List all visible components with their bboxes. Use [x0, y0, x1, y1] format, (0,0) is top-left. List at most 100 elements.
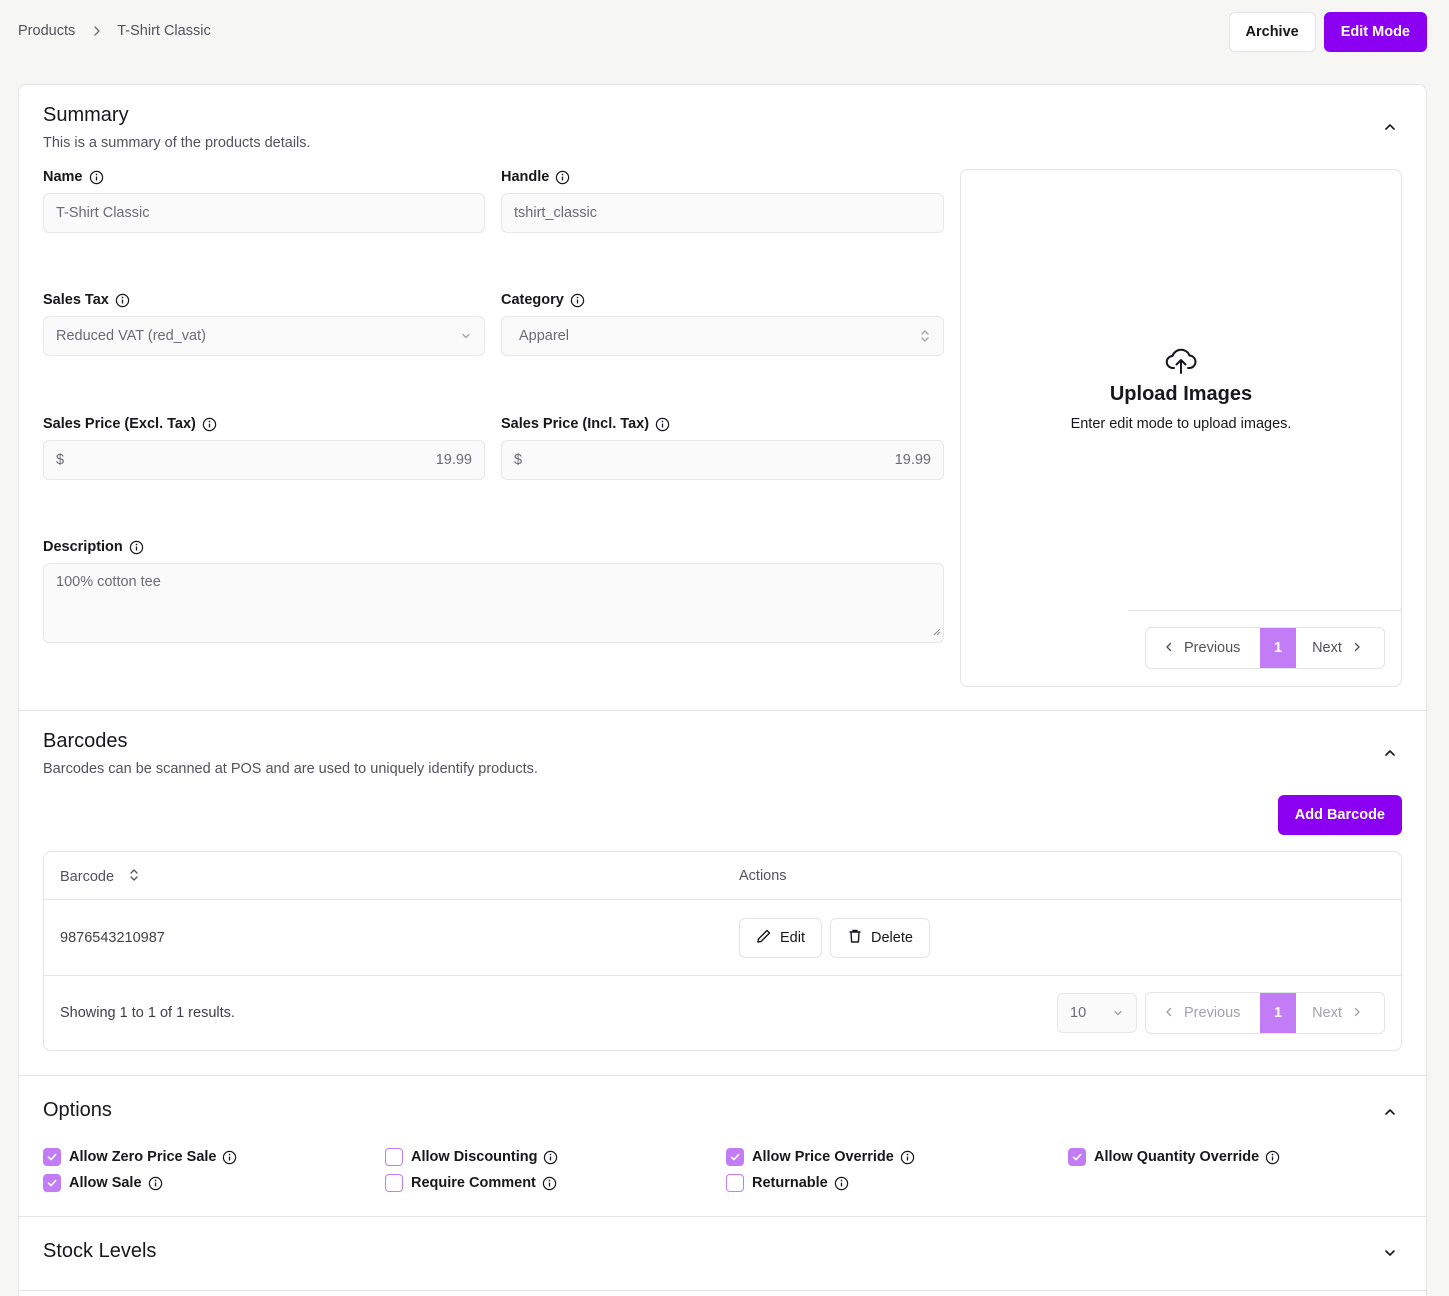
sales-tax-select[interactable]: Reduced VAT (red_vat): [43, 316, 485, 356]
upload-images-panel: Upload Images Enter edit mode to upload …: [960, 169, 1402, 687]
stock-levels-section: Stock Levels: [19, 1217, 1426, 1291]
upload-images-hint: Enter edit mode to upload images.: [1070, 416, 1292, 432]
next-label: Next: [1312, 1005, 1342, 1021]
option-label[interactable]: Returnable: [752, 1175, 828, 1191]
barcodes-title: Barcodes: [43, 730, 128, 752]
trash-icon: [847, 928, 863, 948]
delete-barcode-button[interactable]: Delete: [830, 918, 930, 958]
name-label-text: Name: [43, 169, 83, 185]
chevron-up-icon[interactable]: [1382, 1104, 1398, 1120]
info-icon[interactable]: [555, 170, 570, 185]
previous-button[interactable]: Previous: [1146, 628, 1260, 668]
info-icon[interactable]: [115, 293, 130, 308]
option-checkbox[interactable]: [43, 1148, 61, 1166]
description-textarea[interactable]: 100% cotton tee: [43, 563, 944, 643]
page-1-button[interactable]: 1: [1260, 628, 1297, 668]
product-card: Summary This is a summary of the product…: [18, 84, 1427, 1296]
chevron-up-icon[interactable]: [1382, 119, 1398, 135]
name-input[interactable]: T-Shirt Classic: [43, 193, 485, 233]
handle-input[interactable]: tshirt_classic: [501, 193, 944, 233]
options-section: Options Allow Zero Price Sale Allow Sale A…: [19, 1076, 1426, 1217]
category-label: Category: [501, 292, 585, 308]
add-barcode-button[interactable]: Add Barcode: [1277, 795, 1402, 835]
option-item: Allow Sale: [43, 1174, 163, 1192]
option-label[interactable]: Require Comment: [411, 1175, 536, 1191]
option-label[interactable]: Allow Price Override: [752, 1149, 894, 1165]
top-bar: Products T-Shirt Classic Archive Edit Mo…: [0, 0, 1449, 64]
chevron-down-icon[interactable]: [1382, 1245, 1398, 1261]
table-row: 9876543210987 Edit Delete: [44, 900, 1401, 976]
cloud-upload-icon: [1165, 346, 1197, 379]
summary-section: Summary This is a summary of the product…: [19, 85, 1426, 711]
info-icon[interactable]: [1265, 1150, 1280, 1165]
info-icon[interactable]: [542, 1176, 557, 1191]
chevron-up-icon[interactable]: [1382, 745, 1398, 761]
barcode-pagination: Previous 1 Next: [1145, 992, 1385, 1034]
option-item: Allow Quantity Override: [1068, 1148, 1280, 1166]
option-checkbox[interactable]: [726, 1148, 744, 1166]
divider: [1128, 610, 1401, 611]
option-item: Allow Price Override: [726, 1148, 915, 1166]
chevron-right-icon: [91, 25, 103, 37]
info-icon[interactable]: [129, 540, 144, 555]
barcodes-description: Barcodes can be scanned at POS and are u…: [43, 761, 538, 777]
chevron-down-icon: [1112, 1007, 1124, 1019]
option-label[interactable]: Allow Quantity Override: [1094, 1149, 1260, 1165]
info-icon[interactable]: [202, 417, 217, 432]
option-label[interactable]: Allow Sale: [69, 1175, 142, 1191]
barcodes-section: Barcodes Barcodes can be scanned at POS …: [19, 711, 1426, 1076]
archive-button[interactable]: Archive: [1228, 12, 1316, 52]
info-icon[interactable]: [655, 417, 670, 432]
chevron-down-icon: [460, 330, 472, 342]
sort-icon[interactable]: [128, 868, 140, 886]
info-icon[interactable]: [89, 170, 104, 185]
info-icon[interactable]: [222, 1150, 237, 1165]
edit-barcode-button[interactable]: Edit: [739, 918, 822, 958]
pencil-icon: [756, 928, 772, 948]
stock-levels-title: Stock Levels: [43, 1240, 157, 1262]
info-icon[interactable]: [543, 1150, 558, 1165]
currency-symbol: $: [514, 452, 523, 468]
name-value: T-Shirt Classic: [56, 205, 150, 221]
option-checkbox[interactable]: [43, 1174, 61, 1192]
next-button[interactable]: Next: [1296, 628, 1378, 668]
option-checkbox[interactable]: [385, 1174, 403, 1192]
sales-tax-label: Sales Tax: [43, 292, 130, 308]
page-size-value: 10: [1070, 1005, 1087, 1021]
category-value: Apparel: [519, 328, 569, 344]
price-incl-value: 19.99: [894, 452, 931, 468]
option-checkbox[interactable]: [1068, 1148, 1086, 1166]
page-size-select[interactable]: 10: [1057, 993, 1137, 1033]
option-item: Allow Discounting: [385, 1148, 558, 1166]
table-header: Barcode Actions: [44, 852, 1401, 900]
info-icon[interactable]: [148, 1176, 163, 1191]
results-count: Showing 1 to 1 of 1 results.: [60, 1005, 235, 1021]
previous-label: Previous: [1184, 1005, 1241, 1021]
previous-button[interactable]: Previous: [1146, 993, 1260, 1033]
info-icon[interactable]: [900, 1150, 915, 1165]
option-checkbox[interactable]: [726, 1174, 744, 1192]
breadcrumb-products-link[interactable]: Products: [18, 23, 76, 39]
table-footer: Showing 1 to 1 of 1 results. 10 Previous…: [44, 976, 1401, 1050]
barcode-column-header[interactable]: Barcode: [60, 868, 140, 886]
chevron-left-icon: [1164, 1005, 1174, 1021]
info-icon[interactable]: [570, 293, 585, 308]
option-checkbox[interactable]: [385, 1148, 403, 1166]
category-select[interactable]: Apparel: [501, 316, 944, 356]
price-excl-input[interactable]: $ 19.99: [43, 440, 485, 480]
next-label: Next: [1312, 640, 1342, 656]
info-icon[interactable]: [834, 1176, 849, 1191]
price-incl-input[interactable]: $ 19.99: [501, 440, 944, 480]
chevron-right-icon: [1352, 1005, 1362, 1021]
edit-mode-button[interactable]: Edit Mode: [1323, 12, 1427, 52]
option-label[interactable]: Allow Discounting: [411, 1149, 538, 1165]
resize-handle-icon[interactable]: [933, 624, 941, 640]
option-label[interactable]: Allow Zero Price Sale: [69, 1149, 217, 1165]
price-excl-value: 19.99: [435, 452, 472, 468]
actions-column-header: Actions: [739, 868, 787, 884]
page-1-button[interactable]: 1: [1260, 993, 1297, 1033]
price-excl-label-text: Sales Price (Excl. Tax): [43, 416, 196, 432]
option-item: Require Comment: [385, 1174, 557, 1192]
name-label: Name: [43, 169, 104, 185]
next-button[interactable]: Next: [1296, 993, 1378, 1033]
